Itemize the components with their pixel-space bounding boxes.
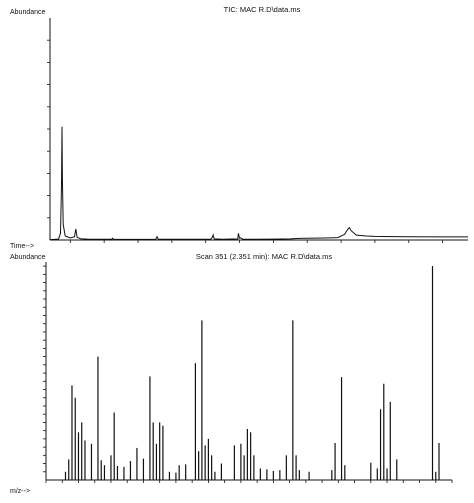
tic-plot xyxy=(47,18,468,243)
ms-plot xyxy=(43,262,453,483)
ms-xlabel: m/z--> xyxy=(10,488,30,495)
tic-trace xyxy=(49,126,468,241)
tic-xlabel: Time--> xyxy=(10,243,34,250)
ms-title: Scan 351 (2.351 min): MAC R.D\data.ms xyxy=(196,252,333,261)
tic-ylabel: Abundance xyxy=(10,9,46,16)
ms-ylabel: Abundance xyxy=(10,254,46,261)
tic-title: TIC: MAC R.D\data.ms xyxy=(224,5,301,14)
